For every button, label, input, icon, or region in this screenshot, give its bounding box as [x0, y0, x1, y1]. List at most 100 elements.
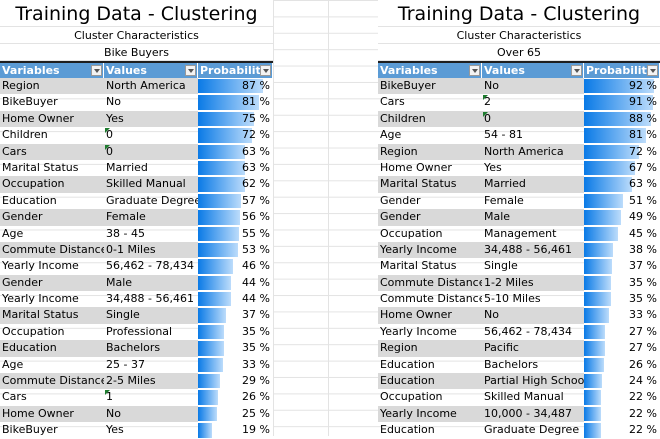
value-cell[interactable]: 0-1 Miles [104, 242, 198, 258]
variable-cell[interactable]: Yearly Income [2, 292, 79, 306]
column-header[interactable]: Values [104, 63, 198, 78]
value-cell[interactable]: Single [482, 258, 584, 274]
variable-cell[interactable]: Age [2, 357, 24, 371]
variable-cell[interactable]: Age [2, 226, 24, 240]
probability-cell[interactable]: 57 % [198, 192, 273, 210]
variable-cell[interactable]: Gender [380, 193, 421, 207]
variable-cell[interactable]: Home Owner [2, 111, 74, 125]
probability-cell[interactable]: 63 % [198, 159, 273, 177]
value-cell[interactable]: 0 [104, 144, 198, 160]
variable-cell[interactable]: Region [380, 144, 418, 158]
probability-cell[interactable]: 63 % [584, 176, 660, 193]
column-header[interactable]: Probability [198, 63, 273, 78]
probability-cell[interactable]: 25 % [198, 405, 273, 423]
value-cell[interactable]: Management [482, 226, 584, 242]
variable-cell[interactable]: Yearly Income [380, 324, 457, 338]
value-cell[interactable]: Male [104, 275, 198, 291]
probability-cell[interactable]: 87 % [198, 78, 273, 95]
probability-cell[interactable]: 44 % [198, 291, 273, 308]
probability-cell[interactable]: 22 % [584, 422, 660, 439]
probability-cell[interactable]: 29 % [198, 373, 273, 390]
probability-cell[interactable]: 19 % [198, 422, 273, 439]
probability-cell[interactable]: 75 % [198, 110, 273, 128]
value-cell[interactable]: 25 - 37 [104, 357, 198, 373]
variable-cell[interactable]: Cars [380, 95, 405, 109]
value-cell[interactable]: 38 - 45 [104, 226, 198, 242]
probability-cell[interactable]: 33 % [198, 356, 273, 374]
probability-cell[interactable]: 37 % [584, 258, 660, 275]
value-cell[interactable]: 54 - 81 [482, 127, 584, 143]
value-cell[interactable]: 2 [482, 94, 584, 110]
probability-cell[interactable]: 35 % [584, 291, 660, 308]
value-cell[interactable]: Graduate Degree [104, 193, 198, 209]
filter-dropdown-icon[interactable] [91, 65, 102, 76]
value-cell[interactable]: No [104, 406, 198, 422]
variable-cell[interactable]: Marital Status [2, 308, 79, 322]
value-cell[interactable]: Married [482, 176, 584, 192]
variable-cell[interactable]: Yearly Income [380, 406, 457, 420]
variable-cell[interactable]: Region [380, 341, 418, 355]
variable-cell[interactable]: Commute Distance [380, 292, 482, 306]
variable-cell[interactable]: Commute Distance [380, 275, 482, 289]
variable-cell[interactable]: Education [2, 341, 57, 355]
probability-cell[interactable]: 38 % [584, 241, 660, 259]
probability-cell[interactable]: 35 % [198, 323, 273, 341]
variable-cell[interactable]: Education [380, 374, 435, 388]
probability-cell[interactable]: 24 % [584, 373, 660, 390]
value-cell[interactable]: 56,462 - 78,434 [482, 324, 584, 340]
value-cell[interactable]: 0 [104, 127, 198, 143]
probability-cell[interactable]: 67 % [584, 159, 660, 177]
value-cell[interactable]: 34,488 - 56,461 [104, 291, 198, 307]
variable-cell[interactable]: Occupation [380, 390, 443, 404]
variable-cell[interactable]: Gender [380, 210, 421, 224]
value-cell[interactable]: Yes [104, 422, 198, 438]
probability-cell[interactable]: 44 % [198, 274, 273, 292]
value-cell[interactable]: Professional [104, 324, 198, 340]
probability-cell[interactable]: 92 % [584, 78, 660, 95]
variable-cell[interactable]: Marital Status [380, 259, 457, 273]
probability-cell[interactable]: 22 % [584, 405, 660, 423]
value-cell[interactable]: 1-2 Miles [482, 275, 584, 291]
variable-cell[interactable]: Children [380, 111, 426, 125]
probability-cell[interactable]: 37 % [198, 307, 273, 324]
probability-cell[interactable]: 56 % [198, 209, 273, 226]
column-header[interactable]: Probability [584, 63, 660, 78]
value-cell[interactable]: Partial High School [482, 373, 584, 389]
value-cell[interactable]: North America [482, 144, 584, 160]
value-cell[interactable]: Graduate Degree [482, 422, 584, 438]
value-cell[interactable]: 56,462 - 78,434 [104, 258, 198, 274]
probability-cell[interactable]: 49 % [584, 209, 660, 226]
value-cell[interactable]: 0 [482, 111, 584, 127]
variable-cell[interactable]: Gender [2, 210, 43, 224]
probability-cell[interactable]: 33 % [584, 307, 660, 324]
value-cell[interactable]: 2-5 Miles [104, 373, 198, 389]
value-cell[interactable]: Bachelors [104, 340, 198, 356]
variable-cell[interactable]: BikeBuyer [380, 79, 436, 92]
value-cell[interactable]: 10,000 - 34,487 [482, 406, 584, 422]
probability-cell[interactable]: 91 % [584, 94, 660, 111]
probability-cell[interactable]: 46 % [198, 258, 273, 275]
variable-cell[interactable]: Education [2, 193, 57, 207]
filter-dropdown-icon[interactable] [185, 65, 196, 76]
value-cell[interactable]: No [482, 78, 584, 94]
variable-cell[interactable]: Yearly Income [380, 242, 457, 256]
value-cell[interactable]: Bachelors [482, 357, 584, 373]
variable-cell[interactable]: Cars [2, 144, 27, 158]
probability-cell[interactable]: 26 % [584, 356, 660, 374]
filter-dropdown-icon[interactable] [647, 65, 658, 76]
variable-cell[interactable]: Commute Distance [2, 374, 104, 388]
probability-cell[interactable]: 72 % [584, 143, 660, 160]
value-cell[interactable]: Married [104, 160, 198, 176]
variable-cell[interactable]: Marital Status [2, 160, 79, 174]
probability-cell[interactable]: 62 % [198, 176, 273, 193]
filter-dropdown-icon[interactable] [260, 65, 271, 76]
variable-cell[interactable]: Region [2, 79, 40, 92]
value-cell[interactable]: 1 [104, 389, 198, 405]
variable-cell[interactable]: Children [2, 128, 48, 142]
value-cell[interactable]: Single [104, 307, 198, 323]
probability-cell[interactable]: 45 % [584, 225, 660, 242]
probability-cell[interactable]: 27 % [584, 323, 660, 341]
value-cell[interactable]: Female [482, 193, 584, 209]
probability-cell[interactable]: 35 % [198, 340, 273, 357]
variable-cell[interactable]: Yearly Income [2, 259, 79, 273]
